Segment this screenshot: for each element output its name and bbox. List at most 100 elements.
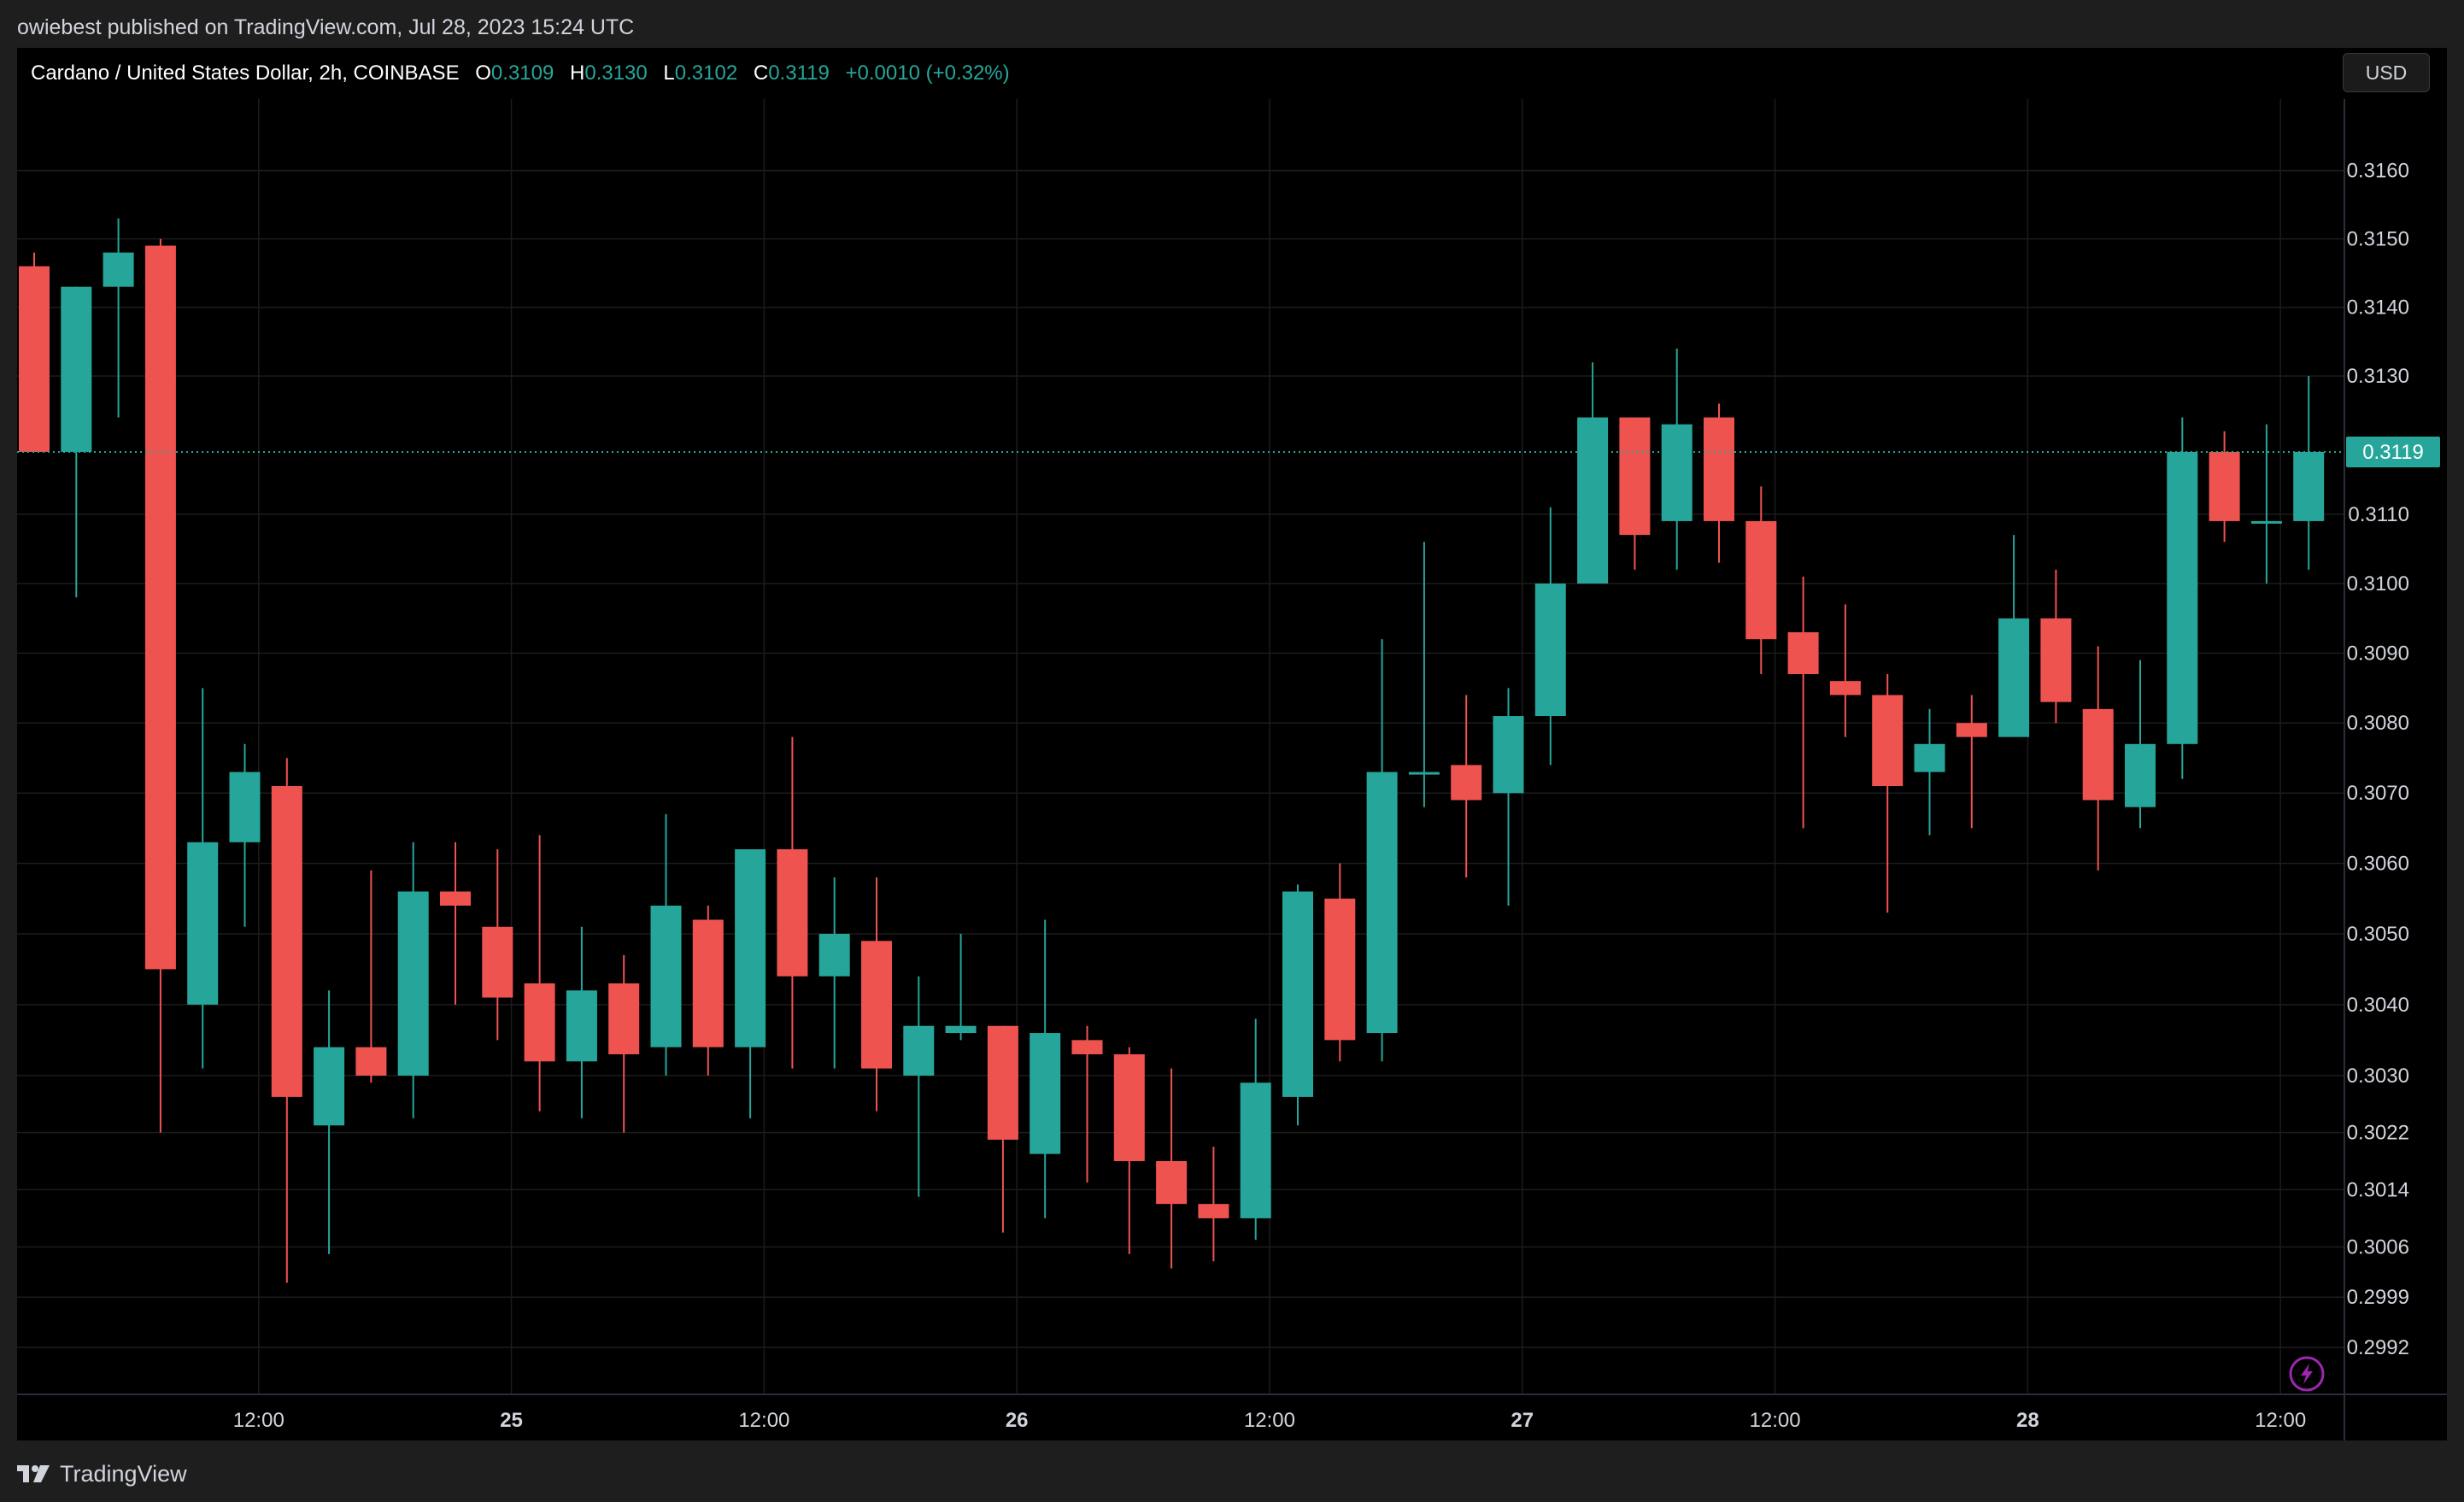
last-price-label: 0.3119: [2346, 436, 2440, 467]
candle-body: [229, 772, 261, 842]
candle: [692, 905, 724, 1076]
candle: [1156, 1068, 1188, 1269]
axis-lines: [17, 99, 2447, 1440]
candles: [19, 218, 2325, 1283]
time-axis[interactable]: 12:00 25 12:00 26 12:00 27 12:00 28 12:00: [233, 1409, 2306, 1432]
candle-body: [103, 252, 134, 287]
candle: [1282, 884, 1313, 1126]
candle: [482, 849, 513, 1041]
candle-body: [692, 919, 724, 1047]
price-axis[interactable]: 0.3160 0.3150 0.3140 0.3130 0.3110 0.3100 0.30…: [2347, 160, 2409, 1360]
high-value: 0.3130: [584, 62, 648, 85]
candle: [440, 842, 471, 1005]
candle-body: [2125, 743, 2156, 807]
high-label: H: [570, 62, 585, 85]
candle: [735, 849, 766, 1118]
low-label: L: [663, 62, 675, 85]
symbol-legend: Cardano / United States Dollar, 2h, COIN…: [31, 56, 1010, 91]
candle: [229, 743, 261, 927]
low-value: 0.3102: [674, 62, 738, 85]
price-tick-label: 0.3060: [2347, 852, 2409, 875]
candle: [818, 877, 850, 1069]
candle-body: [1745, 520, 1777, 640]
candle: [1956, 695, 1987, 829]
time-tick-label: 12:00: [1750, 1409, 1801, 1432]
candle-body: [2082, 708, 2114, 801]
price-tick-label: 0.3160: [2347, 160, 2409, 183]
candle: [2250, 424, 2282, 584]
candle-body: [1282, 891, 1313, 1097]
candle: [903, 976, 935, 1197]
candle: [187, 688, 219, 1069]
candle-body: [2293, 451, 2325, 521]
currency-button[interactable]: USD: [2343, 53, 2430, 92]
time-tick-label: 12:00: [233, 1409, 285, 1432]
candle: [1366, 639, 1398, 1062]
candle: [2125, 660, 2156, 829]
candle-body: [903, 1025, 935, 1076]
price-tick-label: 0.3080: [2347, 712, 2409, 735]
candle: [1704, 403, 1734, 563]
candle: [1030, 919, 1061, 1218]
candle: [1534, 507, 1566, 766]
time-tick-label: 12:00: [1244, 1409, 1295, 1432]
candle-body: [650, 905, 682, 1047]
candle-body: [1030, 1033, 1061, 1154]
price-tick-label: 0.2992: [2347, 1336, 2409, 1359]
candle: [2293, 376, 2325, 570]
candle: [103, 218, 134, 418]
price-tick-label: 0.3130: [2347, 365, 2409, 388]
time-tick-label: 28: [2016, 1409, 2039, 1432]
candle-body: [1113, 1053, 1145, 1161]
candle-body: [1956, 723, 1987, 737]
candle: [1451, 695, 1482, 877]
candle-body: [1872, 695, 1904, 787]
candle-body: [777, 849, 808, 977]
candle: [19, 252, 50, 452]
candle: [945, 934, 977, 1041]
time-tick-label: 12:00: [2255, 1409, 2306, 1432]
symbol-title[interactable]: Cardano / United States Dollar, 2h, COIN…: [31, 62, 460, 85]
price-tick-label: 0.3090: [2347, 642, 2409, 665]
candle: [1577, 362, 1609, 584]
candle: [1745, 486, 1777, 674]
candle-body: [566, 990, 597, 1062]
candle-body: [735, 849, 766, 1047]
published-by-text: owiebest published on TradingView.com, J…: [17, 15, 635, 39]
candle-body: [271, 786, 302, 1097]
chart-area[interactable]: 0.3160 0.3150 0.3140 0.3130 0.3110 0.3100 0.30…: [17, 48, 2447, 1440]
tradingview-brand[interactable]: TradingView: [17, 1459, 187, 1488]
candle-body: [1619, 417, 1651, 536]
last-price-badge: [2346, 436, 2440, 467]
candle: [2209, 431, 2240, 543]
candle: [1198, 1147, 1229, 1262]
candle-body: [1240, 1082, 1271, 1218]
candle-body: [1914, 743, 1945, 772]
lightning-icon[interactable]: [2289, 1356, 2325, 1392]
candle-body: [1704, 417, 1734, 521]
candlestick-chart[interactable]: 0.3160 0.3150 0.3140 0.3130 0.3110 0.3100 0.30…: [17, 48, 2447, 1440]
candle-body: [1534, 584, 1566, 717]
last-price-text: 0.3119: [2362, 441, 2424, 464]
candle-body: [608, 983, 640, 1054]
price-tick-label: 0.3022: [2347, 1122, 2409, 1145]
candle-body: [1577, 417, 1609, 584]
candle-body: [1198, 1204, 1229, 1218]
candle-body: [1366, 772, 1398, 1034]
candle-body: [187, 842, 219, 1005]
candle-body: [2040, 618, 2072, 702]
price-tick-label: 0.3070: [2347, 782, 2409, 805]
candle: [61, 286, 92, 598]
candle-body: [861, 941, 892, 1069]
candle: [271, 758, 302, 1283]
candle: [608, 954, 640, 1133]
candle: [1113, 1047, 1145, 1254]
candle-body: [1998, 618, 2030, 737]
price-tick-label: 0.3006: [2347, 1235, 2409, 1259]
candle: [2040, 569, 2072, 724]
price-tick-label: 0.3040: [2347, 994, 2409, 1017]
close-value: 0.3119: [768, 62, 830, 85]
candle: [2082, 646, 2114, 871]
candle-body: [1661, 424, 1693, 521]
candle-body: [2250, 520, 2282, 524]
